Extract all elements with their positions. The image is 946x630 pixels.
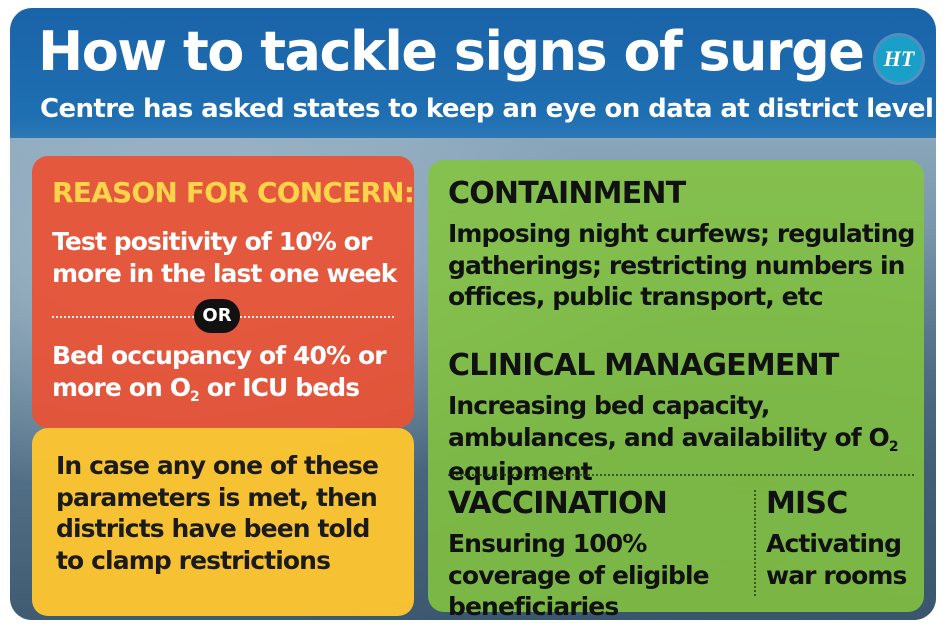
clinical-management-text: Increasing bed capacity, ambulances, and… <box>448 390 918 488</box>
measures-vertical-divider <box>754 490 756 596</box>
concern-criterion-positivity: Test positivity of 10% or more in the la… <box>52 227 397 288</box>
ht-logo-icon: HT <box>876 36 922 82</box>
oxygen-subscript: 2 <box>190 388 200 405</box>
misc-heading: MISC <box>766 486 848 521</box>
bed-occupancy-suffix: or ICU beds <box>198 372 361 402</box>
concern-heading: REASON FOR CONCERN: <box>52 176 415 209</box>
containment-text: Imposing night curfews; regulating gathe… <box>448 219 915 311</box>
concern-criterion-bed-occupancy: Bed occupancy of 40% or more on O2 or IC… <box>52 340 402 406</box>
vaccination-text: Ensuring 100% coverage of eligible benef… <box>448 529 710 620</box>
vaccination-heading: VACCINATION <box>448 486 668 521</box>
measures-panel: CONTAINMENT Imposing night curfews; regu… <box>428 160 924 620</box>
or-badge: OR <box>194 299 240 333</box>
infographic-frame: How to tackle signs of surge Centre has … <box>10 8 936 620</box>
restrictions-note-text: In case any one of these parameters is m… <box>56 451 379 575</box>
misc-text: Activating war rooms <box>766 529 907 590</box>
clinical-management-heading: CLINICAL MANAGEMENT <box>448 348 839 383</box>
clinical-text-main: Increasing bed capacity, ambulances, and… <box>448 391 890 452</box>
page-title: How to tackle signs of surge <box>38 20 865 83</box>
oxygen-subscript: 2 <box>888 438 899 455</box>
measures-divider <box>448 474 914 476</box>
clinical-text-suffix: equipment <box>448 457 593 487</box>
reason-for-concern-card: REASON FOR CONCERN: Test positivity of 1… <box>32 156 415 428</box>
page-subtitle: Centre has asked states to keep an eye o… <box>40 94 934 124</box>
containment-heading: CONTAINMENT <box>448 176 686 211</box>
bed-occupancy-text: Bed occupancy of 40% or more on O <box>52 341 387 402</box>
restrictions-note-card: In case any one of these parameters is m… <box>32 428 414 616</box>
